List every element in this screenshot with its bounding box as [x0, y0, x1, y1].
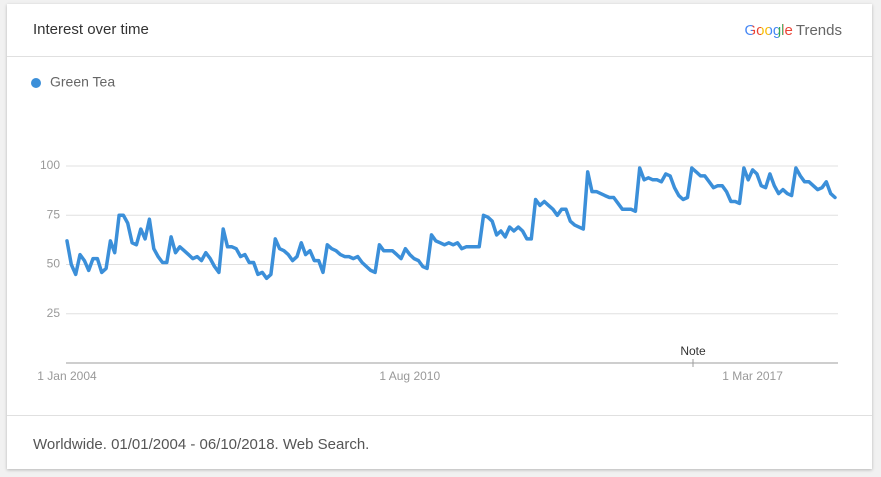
y-tick-label: 50: [47, 257, 61, 271]
footer: Worldwide. 01/01/2004 - 06/10/2018. Web …: [7, 415, 872, 470]
note-label: Note: [680, 344, 706, 358]
logo-google: Google: [744, 22, 793, 39]
x-tick-label: 1 Mar 2017: [722, 369, 783, 383]
legend-label: Green Tea: [50, 74, 115, 90]
x-tick-label: 1 Aug 2010: [379, 369, 440, 383]
y-tick-label: 100: [40, 158, 60, 172]
y-tick-label: 75: [47, 207, 61, 221]
header: Interest over time Google Trends: [7, 4, 872, 57]
logo-trends: Trends: [795, 22, 842, 39]
x-tick-label: 1 Jan 2004: [37, 369, 97, 383]
legend-dot: [31, 78, 41, 88]
header-title: Interest over time: [33, 21, 149, 38]
footer-text: Worldwide. 01/01/2004 - 06/10/2018. Web …: [33, 436, 370, 453]
y-tick-label: 25: [47, 306, 61, 320]
logo: Google Trends: [744, 22, 842, 39]
series-line: [65, 166, 837, 281]
